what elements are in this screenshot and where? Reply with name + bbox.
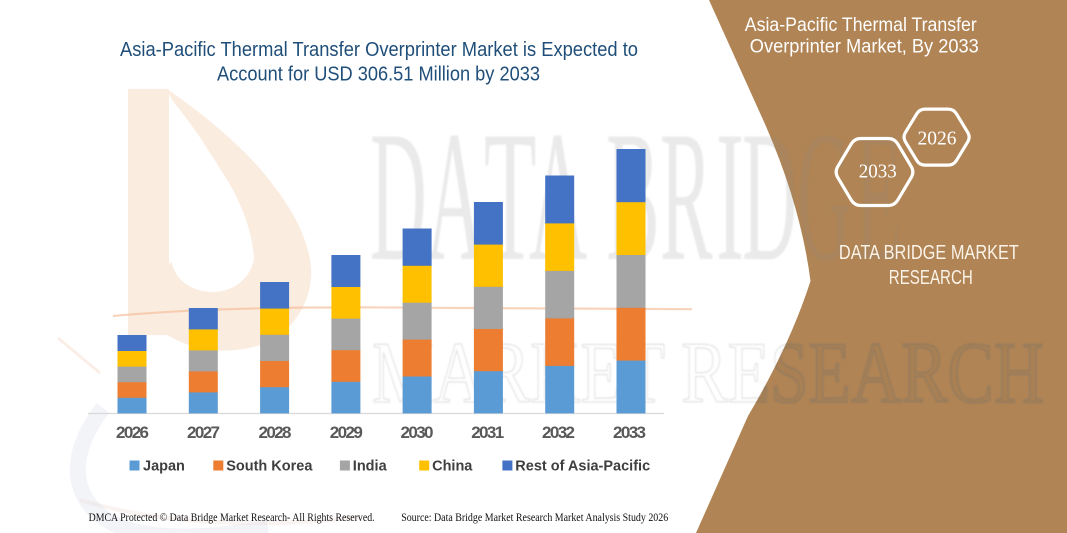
- svg-text:D: D: [742, 93, 797, 300]
- svg-text:Asia-Pacific Thermal Transfer: Asia-Pacific Thermal Transfer: [745, 14, 977, 36]
- svg-text:China: China: [432, 459, 473, 475]
- svg-text:2028: 2028: [259, 423, 292, 442]
- svg-text:India: India: [353, 459, 388, 475]
- svg-text:G: G: [797, 92, 851, 299]
- svg-text:Overprinter Market, By 2033: Overprinter Market, By 2033: [750, 35, 979, 57]
- svg-text:2026: 2026: [116, 423, 149, 442]
- svg-text:2033: 2033: [613, 423, 646, 442]
- svg-text:Rest of Asia-Pacific: Rest of Asia-Pacific: [515, 459, 650, 475]
- svg-text:DATA BRIDGE MARKET: DATA BRIDGE MARKET: [839, 241, 1019, 264]
- svg-text:RESEARCH: RESEARCH: [889, 266, 973, 289]
- svg-text:2029: 2029: [330, 423, 363, 442]
- svg-text:I: I: [716, 94, 744, 300]
- svg-text:2026: 2026: [918, 127, 957, 149]
- svg-text:2027: 2027: [187, 423, 220, 442]
- svg-text:Asia-Pacific Thermal Transfer: Asia-Pacific Thermal Transfer Overprinte…: [120, 38, 638, 61]
- svg-text:2030: 2030: [401, 423, 434, 442]
- svg-text:South Korea: South Korea: [226, 459, 313, 475]
- svg-text:2033: 2033: [859, 160, 897, 182]
- svg-text:DMCA Protected © Data Bridge M: DMCA Protected © Data Bridge Market Rese…: [89, 512, 375, 524]
- svg-text:Account for USD 306.51 Million: Account for USD 306.51 Million by 2033: [217, 63, 540, 86]
- svg-text:2031: 2031: [471, 423, 504, 442]
- svg-text:Japan: Japan: [143, 459, 185, 475]
- svg-text:E: E: [855, 93, 902, 300]
- svg-text:R: R: [660, 93, 713, 300]
- svg-text:2032: 2032: [542, 423, 575, 442]
- svg-text:Source: Data Bridge Market Res: Source: Data Bridge Market Research Mark…: [401, 512, 668, 524]
